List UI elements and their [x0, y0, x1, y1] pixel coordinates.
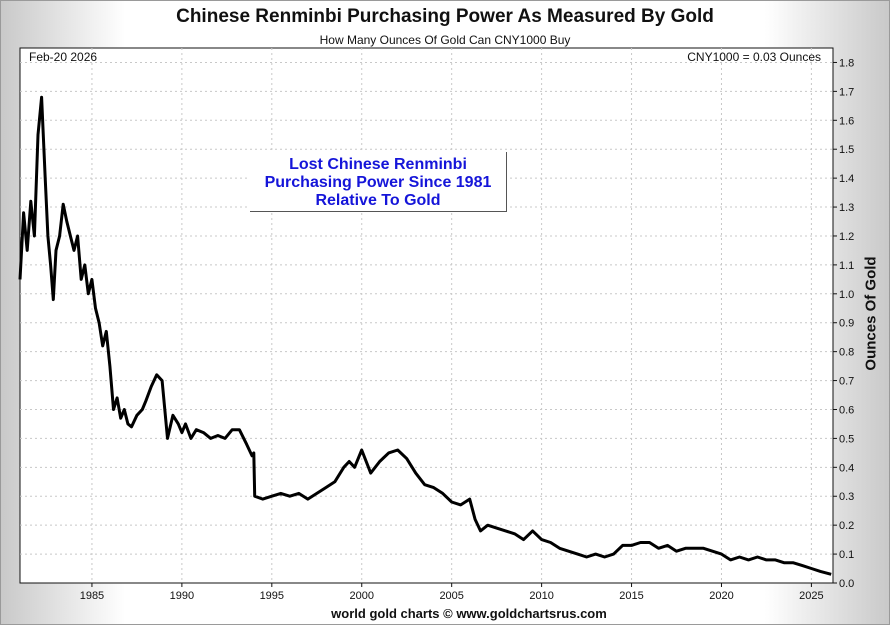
date-label: Feb-20 2026 — [29, 50, 98, 64]
series-line — [18, 95, 832, 576]
annotation-line-1: Lost Chinese Renminbi — [289, 156, 467, 173]
y-tick-label: 1.4 — [839, 173, 854, 185]
y-tick-label: 1.2 — [839, 231, 854, 243]
x-axis: 1985 1990 1995 2000 2005 2010 2015 2020 2025 — [80, 583, 824, 602]
chart-subtitle: How Many Ounces Of Gold Can CNY1000 Buy — [319, 33, 571, 47]
x-tick-label: 2015 — [619, 590, 643, 602]
y-tick-label: 1.0 — [839, 289, 854, 301]
x-tick-label: 2005 — [439, 590, 463, 602]
y-tick-label: 0.8 — [839, 347, 854, 359]
x-tick-label: 1985 — [80, 590, 104, 602]
y-tick-label: 1.7 — [839, 86, 854, 98]
y-tick-label: 1.1 — [839, 260, 854, 272]
x-tick-label: 2025 — [799, 590, 823, 602]
annotation-line-3: Relative To Gold — [315, 192, 441, 209]
y-tick-label: 0.0 — [839, 578, 854, 590]
y-tick-label: 0.5 — [839, 433, 854, 445]
y-tick-label: 0.1 — [839, 549, 854, 561]
annotation-box: Lost Chinese Renminbi Purchasing Power S… — [250, 152, 507, 212]
y-axis: 0.0 0.1 0.2 0.3 0.4 0.5 0.6 0.7 0.8 0.9 1.0 1.1 1.2 1… — [833, 57, 854, 590]
y-tick-label: 0.6 — [839, 404, 854, 416]
x-tick-label: 2020 — [709, 590, 733, 602]
y-tick-label: 1.6 — [839, 115, 854, 127]
y-tick-label: 0.7 — [839, 376, 854, 388]
plot-area — [19, 47, 834, 584]
y-tick-label: 1.3 — [839, 202, 854, 214]
annotation-line-2: Purchasing Power Since 1981 — [264, 174, 492, 191]
y-tick-label: 0.9 — [839, 318, 854, 330]
current-value-label: CNY1000 = 0.03 Ounces — [687, 50, 821, 64]
y-tick-label: 0.2 — [839, 520, 854, 532]
chart-title: Chinese Renminbi Purchasing Power As Mea… — [176, 6, 714, 27]
x-tick-label: 1990 — [170, 590, 194, 602]
y-tick-label: 1.5 — [839, 144, 854, 156]
y-axis-label: Ounces Of Gold — [862, 256, 880, 371]
x-tick-label: 1995 — [260, 590, 284, 602]
y-tick-label: 1.8 — [839, 57, 854, 69]
grid — [20, 48, 833, 583]
credit-text: world gold charts © www.goldchartsrus.co… — [331, 606, 607, 621]
y-tick-label: 0.3 — [839, 491, 854, 503]
y-tick-label: 0.4 — [839, 462, 854, 474]
x-tick-label: 2000 — [350, 590, 374, 602]
x-tick-label: 2010 — [529, 590, 553, 602]
